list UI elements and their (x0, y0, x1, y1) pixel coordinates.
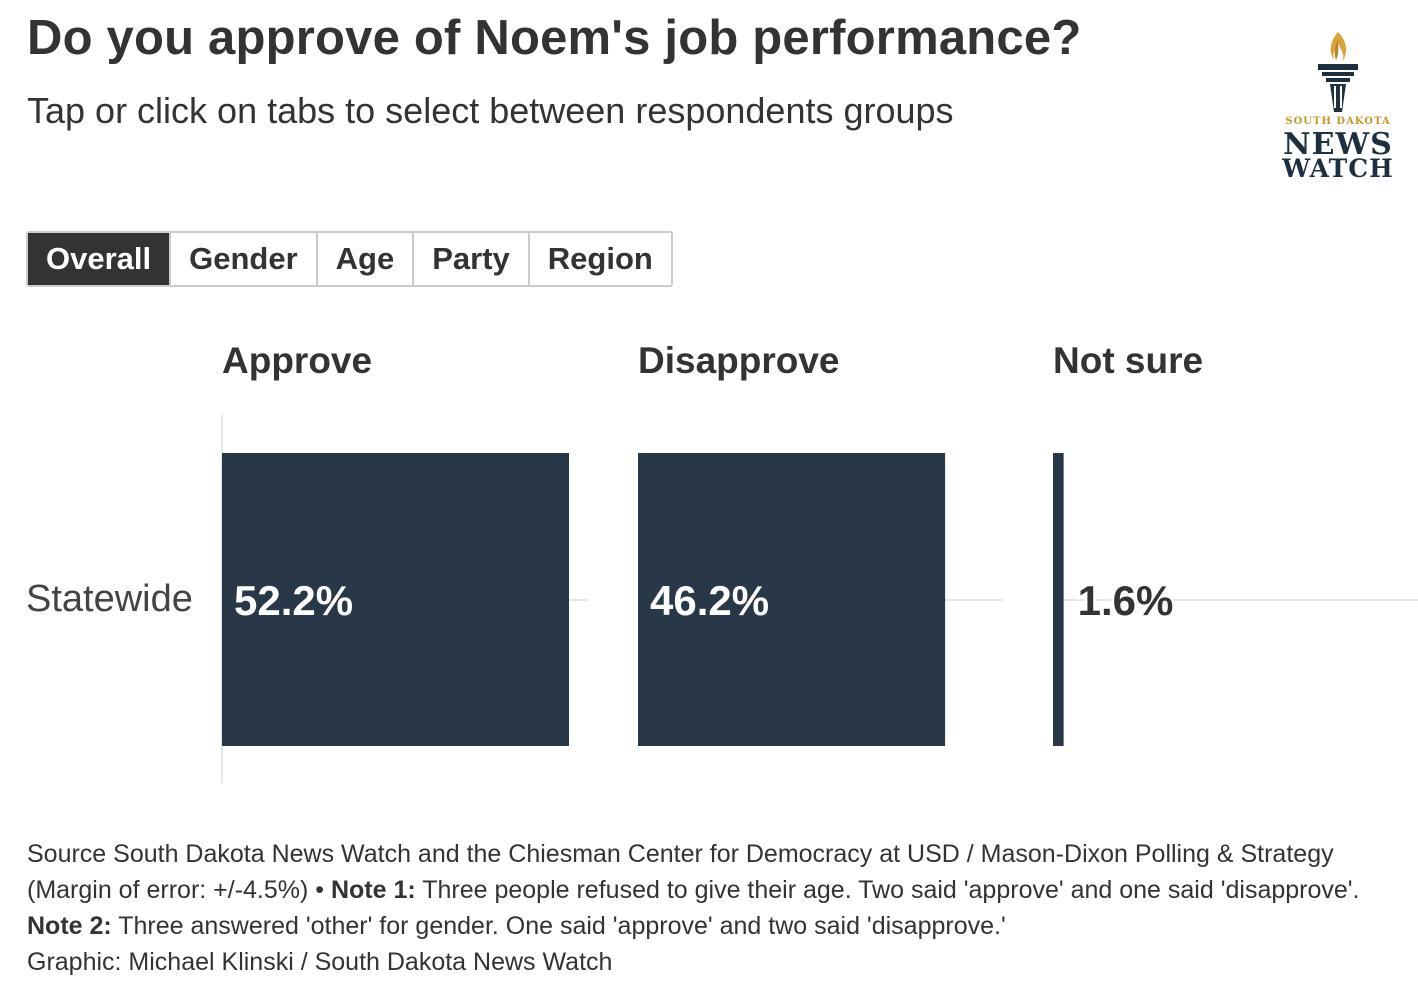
chart-subtitle: Tap or click on tabs to select between r… (27, 90, 954, 131)
margin-of-error: (Margin of error: +/-4.5%) • (27, 876, 331, 904)
logo-line-small: SOUTH DAKOTA (1285, 116, 1391, 127)
tab-party[interactable]: Party (414, 233, 530, 285)
note2-label: Note 2: (27, 912, 112, 940)
note1-line: (Margin of error: +/-4.5%) • Note 1: Thr… (27, 872, 1360, 908)
bar-disapprove (638, 453, 946, 746)
logo-line-news: NEWS (1283, 127, 1393, 162)
news-watch-logo[interactable]: SOUTH DAKOTA NEWS WATCH (1276, 28, 1400, 188)
source-line: Source South Dakota News Watch and the C… (27, 840, 1334, 868)
column-header-disapprove: Disapprove (638, 340, 840, 381)
tab-region[interactable]: Region (547, 241, 653, 276)
credit-line: Graphic: Michael Klinski / South Dakota … (27, 948, 613, 976)
note1-label: Note 1: (330, 876, 416, 904)
data-label-approve: 52.2% (234, 577, 353, 624)
chart-title: Do you approve of Noem's job performance… (27, 11, 1082, 65)
column-header-not-sure: Not sure (1053, 340, 1204, 381)
row-label-statewide: Statewide (26, 578, 193, 620)
note2-text: Three answered 'other' for gender. One s… (111, 912, 1006, 940)
tab-age[interactable]: Age (318, 233, 415, 285)
data-label-not-sure: 1.6% (1078, 577, 1174, 624)
bar-not-sure (1053, 453, 1064, 746)
tab-gender[interactable]: Gender (171, 233, 318, 285)
torch-icon (1318, 32, 1358, 112)
column-header-approve: Approve (222, 340, 373, 381)
note1-text: Three people refused to give their age. … (415, 876, 1360, 904)
data-label-disapprove: 46.2% (650, 577, 769, 624)
bar-approve (222, 453, 569, 746)
tab-overall[interactable]: Overall (28, 233, 172, 285)
bar-chart: 52.2% 46.2% 1.6% (221, 415, 1418, 783)
note2-line: Note 2: Three answered 'other' for gende… (27, 908, 1360, 944)
logo-line-watch: WATCH (1282, 154, 1394, 183)
footer-notes: Source South Dakota News Watch and the C… (27, 836, 1360, 980)
respondent-group-tabs: Overall Gender Age Party Region (26, 231, 673, 287)
